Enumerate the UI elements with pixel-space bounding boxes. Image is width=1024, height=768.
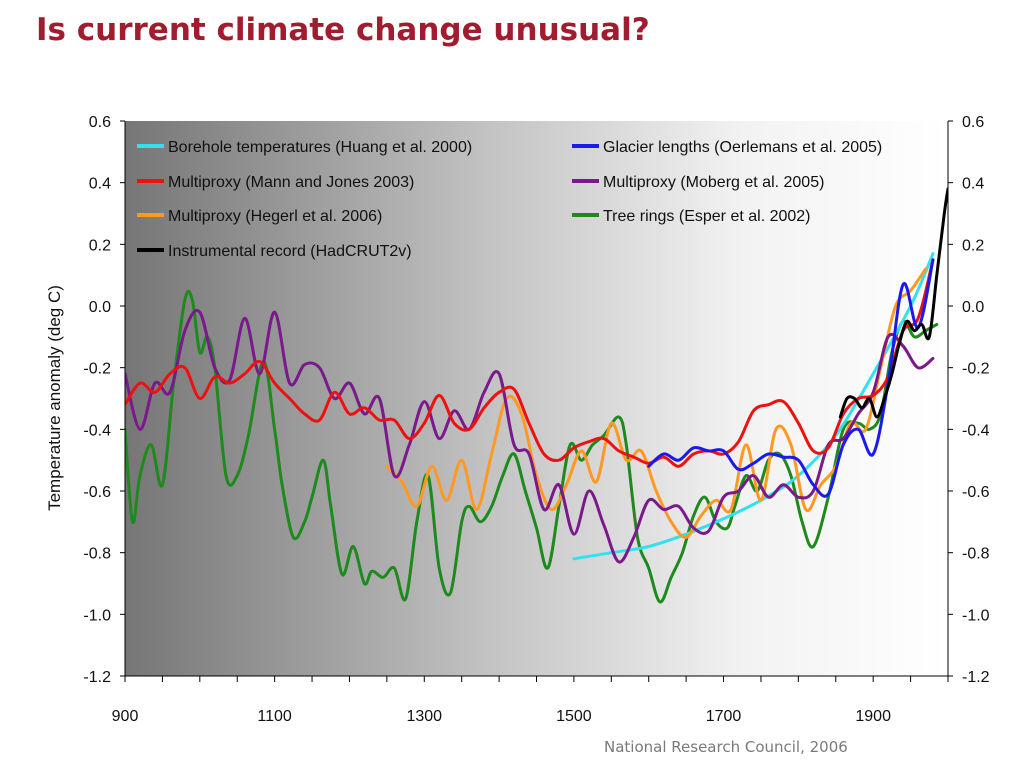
- y-tick-label-left: 0.0: [89, 299, 111, 316]
- series-line-2-multiproxy: [125, 258, 935, 468]
- y-tick-label-left: 0.2: [89, 237, 111, 254]
- series-line-3-multiproxy: [125, 309, 935, 564]
- legend-label: Instrumental record (HadCRUT2v): [168, 243, 412, 260]
- legend-label: Borehole temperatures (Huang et al. 2000…: [168, 139, 472, 156]
- y-tick-label-left: 0.6: [89, 114, 111, 131]
- temperature-chart: 0.6 0.6 0.4 0.4 0.2 0.2 0.0 0.0 -0.2 -0.2 -0.4 -0.4…: [45, 114, 990, 725]
- x-tick-label: 1300: [406, 708, 442, 725]
- y-tick-label-right: 0.0: [962, 299, 984, 316]
- source-citation: National Research Council, 2006: [604, 738, 848, 756]
- y-tick-label-left: -1.2: [83, 669, 111, 686]
- y-tick-label-right: -0.2: [962, 361, 990, 378]
- x-tick-label: 900: [112, 708, 139, 725]
- y-tick-label-left: -0.2: [83, 361, 111, 378]
- y-tick-label-right: -0.8: [962, 546, 990, 563]
- y-tick-label-right: -0.4: [962, 422, 990, 439]
- y-tick-label-left: -0.4: [83, 422, 111, 439]
- legend-label: Tree rings (Esper et al. 2002): [603, 208, 811, 225]
- legend-label: Multiproxy (Mann and Jones 2003): [168, 174, 414, 191]
- x-tick-label: 1900: [855, 708, 891, 725]
- legend-label: Multiproxy (Moberg et al. 2005): [603, 174, 824, 191]
- y-axis-label: Temperature anomaly (deg C): [45, 285, 64, 511]
- y-tick-label-right: -0.6: [962, 484, 990, 501]
- legend-label: Glacier lengths (Oerlemans et al. 2005): [603, 139, 882, 156]
- series-line-1-glacier: [647, 258, 935, 498]
- y-tick-label-left: -0.8: [83, 546, 111, 563]
- axis-layer: 0.6 0.6 0.4 0.4 0.2 0.2 0.0 0.0 -0.2 -0.2 -0.4 -0.4…: [83, 114, 989, 725]
- x-tick-label: 1500: [556, 708, 592, 725]
- plot-background: [125, 121, 948, 676]
- series-layer: [125, 187, 948, 604]
- y-tick-label-right: 0.6: [962, 114, 984, 131]
- y-tick-label-right: -1.2: [962, 669, 990, 686]
- y-tick-label-right: 0.4: [962, 176, 984, 193]
- series-line-6-instrumental: [838, 187, 948, 419]
- y-tick-label-left: -1.0: [83, 607, 111, 624]
- slide-title: Is current climate change unusual?: [36, 12, 650, 48]
- y-tick-label-left: 0.4: [89, 176, 111, 193]
- y-tick-label-left: -0.6: [83, 484, 111, 501]
- y-tick-label-right: 0.2: [962, 237, 984, 254]
- legend-label: Multiproxy (Hegerl et al. 2006): [168, 208, 382, 225]
- x-tick-label: 1700: [706, 708, 742, 725]
- legend: Borehole temperatures (Huang et al. 2000…: [137, 139, 882, 260]
- x-tick-label: 1100: [257, 708, 292, 725]
- y-tick-label-right: -1.0: [962, 607, 990, 624]
